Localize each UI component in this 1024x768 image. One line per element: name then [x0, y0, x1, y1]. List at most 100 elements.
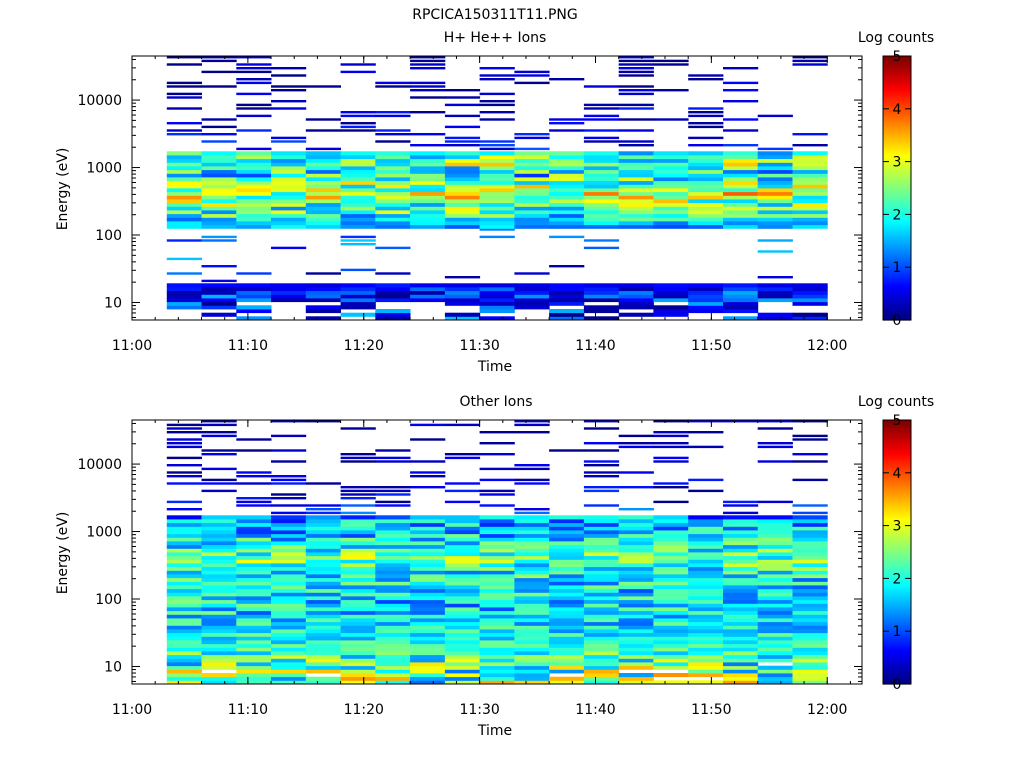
heatmap-cell	[340, 643, 376, 648]
heatmap-cell	[618, 206, 654, 211]
heatmap-cell	[549, 588, 585, 593]
heatmap-cell	[444, 202, 481, 207]
heatmap-cell	[653, 162, 689, 167]
colorbar-swatch	[883, 148, 911, 152]
heatmap-cell	[583, 676, 620, 681]
heatmap-cell	[375, 504, 411, 507]
colorbar-swatch	[883, 80, 911, 84]
heatmap-cell	[444, 629, 481, 634]
heatmap-cell	[792, 217, 828, 222]
heatmap-cell	[201, 210, 237, 215]
heatmap-cell	[166, 471, 202, 474]
heatmap-cell	[792, 581, 828, 586]
heatmap-cell	[792, 596, 828, 601]
heatmap-cell	[549, 173, 585, 178]
colorbar-swatch	[883, 241, 911, 245]
heatmap-cell	[305, 533, 341, 538]
colorbar-swatch	[883, 284, 911, 288]
heatmap-cell	[375, 632, 411, 637]
heatmap-cell	[444, 162, 481, 167]
heatmap-cell	[653, 647, 689, 652]
heatmap-cell	[236, 199, 272, 204]
heatmap-cell	[340, 239, 376, 242]
heatmap-cell	[723, 522, 759, 527]
y-tick-label: 100	[95, 592, 122, 608]
colorbar-swatch	[883, 498, 911, 502]
colorbar-swatch	[883, 111, 911, 115]
heatmap-cell	[340, 625, 376, 630]
heatmap-cell	[201, 603, 237, 608]
heatmap-cell	[618, 224, 654, 229]
colorbar-swatch	[883, 651, 911, 654]
heatmap-cell	[723, 294, 759, 299]
heatmap-cell	[792, 59, 828, 63]
heatmap-cell	[410, 680, 446, 685]
heatmap-cell	[757, 427, 793, 430]
heatmap-cell	[583, 533, 620, 538]
colorbar-swatch	[883, 124, 911, 127]
heatmap-cell	[583, 530, 620, 535]
colorbar-swatch	[883, 475, 911, 479]
heatmap-cell	[375, 290, 411, 295]
heatmap-cell	[792, 478, 828, 482]
heatmap-cell	[792, 544, 828, 549]
heatmap-cell	[271, 478, 307, 482]
heatmap-cell	[271, 191, 307, 196]
heatmap-cell	[549, 574, 585, 579]
colorbar-swatch	[883, 268, 911, 272]
heatmap-cell	[653, 309, 689, 314]
heatmap-cell	[723, 541, 759, 546]
colorbar-swatch	[883, 428, 911, 431]
heatmap-cell	[410, 588, 446, 593]
colorbar-swatch	[883, 556, 911, 559]
heatmap-cell	[549, 636, 585, 641]
heatmap-cell	[688, 195, 724, 200]
heatmap-cell	[479, 162, 515, 167]
heatmap-cell	[688, 177, 724, 182]
heatmap-cell	[618, 559, 654, 564]
heatmap-cell	[340, 555, 376, 560]
heatmap-cell	[723, 511, 759, 515]
heatmap-cell	[792, 158, 828, 163]
heatmap-cell	[723, 158, 759, 163]
heatmap-cell	[340, 114, 376, 118]
heatmap-cell	[305, 658, 341, 663]
heatmap-cell	[757, 173, 793, 178]
heatmap-cell	[479, 224, 515, 229]
heatmap-cell	[410, 676, 446, 681]
colorbar-swatch	[883, 504, 911, 508]
heatmap-cell	[236, 570, 272, 575]
heatmap-cell	[653, 177, 689, 182]
heatmap-cell	[444, 456, 481, 460]
heatmap-cell	[410, 217, 446, 222]
colorbar-swatch	[883, 634, 911, 638]
heatmap-cell	[444, 199, 481, 204]
colorbar-swatch	[883, 200, 911, 204]
heatmap-cell	[688, 305, 724, 310]
heatmap-cell	[583, 199, 620, 204]
heatmap-cell	[201, 559, 237, 564]
heatmap-cell	[340, 618, 376, 623]
colorbar-swatch	[883, 243, 911, 247]
heatmap-cell	[375, 559, 411, 564]
heatmap-cell	[410, 166, 446, 171]
heatmap-cell	[514, 202, 550, 207]
heatmap-cell	[305, 316, 341, 321]
heatmap-cell	[375, 180, 411, 185]
heatmap-cell	[375, 625, 411, 630]
heatmap-cell	[340, 155, 376, 160]
colorbar-swatch	[883, 260, 911, 263]
heatmap-cell	[201, 239, 237, 242]
heatmap-cell	[444, 301, 481, 306]
heatmap-cell	[444, 283, 481, 288]
colorbar-swatch	[883, 66, 911, 69]
heatmap-cell	[723, 621, 759, 626]
heatmap-cell	[410, 533, 446, 538]
heatmap-cell	[271, 482, 307, 485]
heatmap-cell	[549, 184, 585, 189]
heatmap-cell	[688, 592, 724, 597]
heatmap-cell	[514, 206, 550, 211]
heatmap-cell	[792, 530, 828, 535]
heatmap-cell	[688, 548, 724, 553]
heatmap-cell	[723, 217, 759, 222]
